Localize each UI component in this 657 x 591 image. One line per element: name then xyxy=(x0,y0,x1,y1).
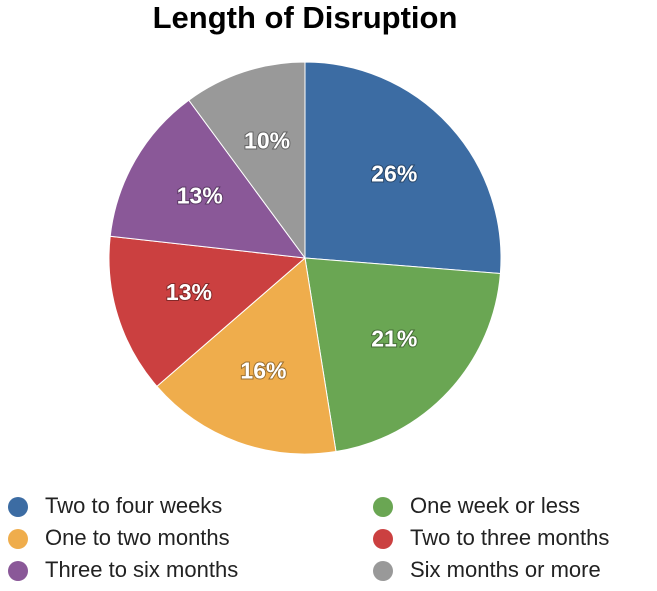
legend-swatch xyxy=(373,497,393,517)
legend-swatch xyxy=(8,561,28,581)
pie-slice xyxy=(156,257,337,455)
legend-label: One to two months xyxy=(45,525,230,550)
slice-label: 13% xyxy=(166,279,212,305)
slice-label: 26% xyxy=(371,161,417,187)
pie-slice xyxy=(304,257,501,453)
legend-swatch xyxy=(8,529,28,549)
legend-label: Two to three months xyxy=(410,525,609,550)
pie-slice xyxy=(108,235,307,388)
pie-slice xyxy=(304,61,502,275)
legend-label: Two to four weeks xyxy=(45,493,222,518)
slice-label: 16% xyxy=(240,357,286,383)
pie-slice xyxy=(188,61,306,260)
legend-label: One week or less xyxy=(410,493,580,518)
legend-swatch xyxy=(373,529,393,549)
legend-label: Three to six months xyxy=(45,557,238,582)
pie-slice xyxy=(109,99,307,259)
legend-swatch xyxy=(8,497,28,517)
legend-swatch xyxy=(373,561,393,581)
slice-label: 21% xyxy=(371,326,417,352)
legend-label: Six months or more xyxy=(410,557,601,582)
slice-label: 13% xyxy=(177,182,223,208)
chart-title: Length of Disruption xyxy=(153,0,458,35)
slice-label: 10% xyxy=(244,128,290,154)
